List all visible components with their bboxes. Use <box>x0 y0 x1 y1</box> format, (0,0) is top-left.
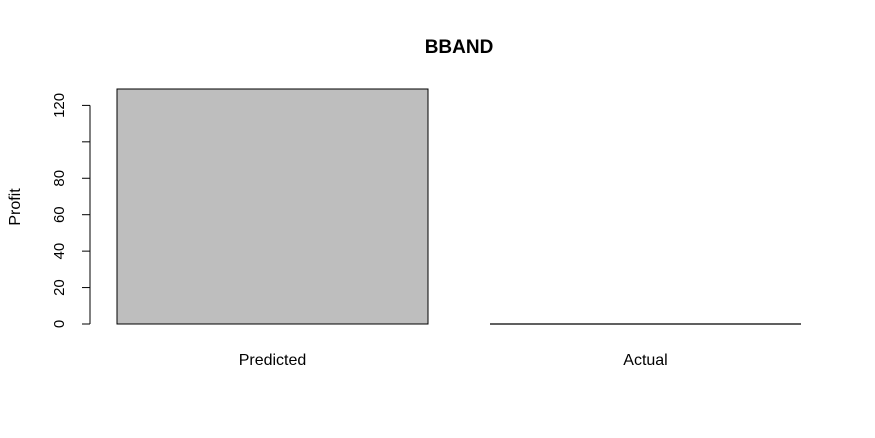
y-tick-label: 80 <box>51 170 68 187</box>
y-tick-label: 60 <box>51 206 68 223</box>
y-tick-label: 0 <box>51 320 68 328</box>
chart-title: BBAND <box>425 37 494 58</box>
category-label: Actual <box>623 352 667 369</box>
y-tick-label: 120 <box>51 93 68 118</box>
y-tick-label: 20 <box>51 279 68 296</box>
category-label: Predicted <box>239 352 307 369</box>
bar-predicted <box>116 88 429 325</box>
y-axis-label: Profit <box>7 188 24 226</box>
bars-group <box>116 88 801 325</box>
y-tick-label: 40 <box>51 243 68 260</box>
y-axis: 0 20 40 60 80 120 <box>51 93 91 328</box>
category-labels: Predicted Actual <box>239 352 668 369</box>
